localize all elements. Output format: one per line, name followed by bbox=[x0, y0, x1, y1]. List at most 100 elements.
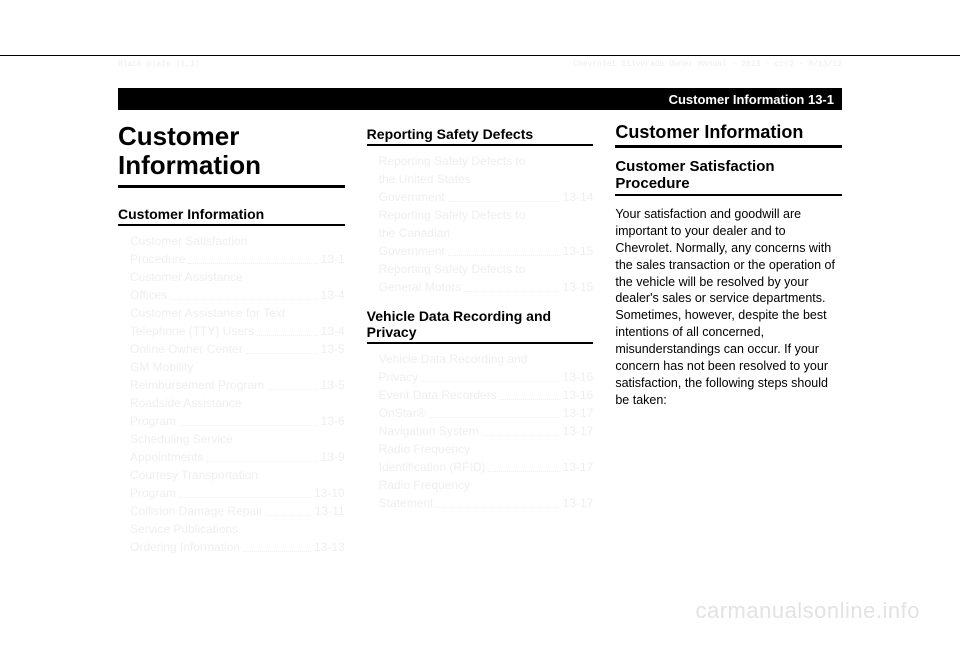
toc-row: Reporting Safety Defects to bbox=[367, 206, 594, 224]
toc-row: Program13-6 bbox=[118, 412, 345, 430]
toc-label: Privacy bbox=[379, 368, 418, 386]
header-line bbox=[0, 55, 960, 56]
toc-row: Appointments13-9 bbox=[118, 448, 345, 466]
toc-label: Reporting Safety Defects to bbox=[379, 152, 526, 170]
toc-dots bbox=[188, 250, 317, 264]
toc-row: Service Publications bbox=[118, 520, 345, 538]
toc-label: Telephone (TTY) Users bbox=[130, 322, 254, 340]
toc-dots bbox=[179, 484, 311, 498]
meta-right: Chevrolet Silverado Owner Manual - 2013 … bbox=[573, 60, 842, 69]
toc-page: 13-16 bbox=[563, 386, 594, 404]
toc-label: Vehicle Data Recording and bbox=[379, 350, 528, 368]
toc-row: Customer Satisfaction bbox=[118, 232, 345, 250]
toc-label: OnStar® bbox=[379, 404, 426, 422]
body-paragraph: Your satisfaction and goodwill are impor… bbox=[615, 206, 842, 409]
toc-page: 13-13 bbox=[314, 538, 345, 556]
toc-page: 13-4 bbox=[321, 322, 345, 340]
toc-label: Customer Satisfaction bbox=[130, 232, 247, 250]
toc-list-2b: Vehicle Data Recording andPrivacy13-16Ev… bbox=[367, 350, 594, 512]
toc-dots bbox=[482, 422, 560, 436]
content-area: Customer Information Customer Informatio… bbox=[118, 122, 842, 562]
toc-label: Procedure bbox=[130, 250, 185, 268]
toc-dots bbox=[257, 322, 318, 336]
toc-row: Courtesy Transportation bbox=[118, 466, 345, 484]
toc-label: Reporting Safety Defects to bbox=[379, 260, 526, 278]
toc-row: Program 13-10 bbox=[118, 484, 345, 502]
toc-label: Offices bbox=[130, 286, 167, 304]
toc-label: Collision Damage Repair bbox=[130, 502, 263, 520]
page-header-bar: Customer Information 13-1 bbox=[118, 88, 842, 110]
toc-label: Government bbox=[379, 188, 445, 206]
toc-page: 13-15 bbox=[563, 278, 594, 296]
column-3: Customer Information Customer Satisfacti… bbox=[615, 122, 842, 562]
toc-page: 13-10 bbox=[314, 484, 345, 502]
toc-row: Vehicle Data Recording and bbox=[367, 350, 594, 368]
toc-header-vehicle-data: Vehicle Data Recording and Privacy bbox=[367, 308, 594, 344]
toc-dots bbox=[206, 448, 317, 462]
toc-label: Courtesy Transportation bbox=[130, 466, 258, 484]
toc-header-safety-defects: Reporting Safety Defects bbox=[367, 126, 594, 146]
toc-page: 13-6 bbox=[321, 412, 345, 430]
toc-page: 13-17 bbox=[563, 422, 594, 440]
toc-dots bbox=[246, 340, 318, 354]
toc-row: Government 13-15 bbox=[367, 242, 594, 260]
toc-row: Statement 13-17 bbox=[367, 494, 594, 512]
toc-row: Navigation System13-17 bbox=[367, 422, 594, 440]
toc-label: Program bbox=[130, 484, 176, 502]
toc-page: 13-15 bbox=[563, 242, 594, 260]
toc-dots bbox=[267, 376, 318, 390]
toc-list-2a: Reporting Safety Defects tothe United St… bbox=[367, 152, 594, 296]
toc-list-1: Customer SatisfactionProcedure 13-1 Custom… bbox=[118, 232, 345, 556]
toc-page: 13-5 bbox=[321, 376, 345, 394]
toc-label: Event Data Recorders bbox=[379, 386, 497, 404]
chapter-title: Customer Information bbox=[118, 122, 345, 188]
subsection-title: Customer Satisfaction Procedure bbox=[615, 158, 842, 196]
toc-row: Radio Frequency bbox=[367, 440, 594, 458]
toc-row: Telephone (TTY) Users 13-4 bbox=[118, 322, 345, 340]
toc-row: Reporting Safety Defects to bbox=[367, 260, 594, 278]
toc-label: Customer Assistance bbox=[130, 268, 243, 286]
toc-row: Customer Assistance for Text bbox=[118, 304, 345, 322]
meta-left: Black plate (1,1) bbox=[118, 60, 200, 69]
toc-dots bbox=[448, 242, 560, 256]
toc-row: Ordering Information13-13 bbox=[118, 538, 345, 556]
toc-dots bbox=[448, 188, 560, 202]
toc-page: 13-17 bbox=[563, 494, 594, 512]
toc-label: Online Owner Center bbox=[130, 340, 243, 358]
toc-header-customer-info: Customer Information bbox=[118, 206, 345, 226]
toc-label: General Motors bbox=[379, 278, 462, 296]
toc-label: Customer Assistance for Text bbox=[130, 304, 285, 322]
toc-row: Identification (RFID) 13-17 bbox=[367, 458, 594, 476]
toc-row: the United States bbox=[367, 170, 594, 188]
toc-row: Reimbursement Program13-5 bbox=[118, 376, 345, 394]
toc-label: Reporting Safety Defects to bbox=[379, 206, 526, 224]
watermark: carmanualsonline.info bbox=[695, 598, 920, 624]
toc-row: GM Mobility bbox=[118, 358, 345, 376]
toc-row: Online Owner Center13-5 bbox=[118, 340, 345, 358]
toc-dots bbox=[179, 412, 318, 426]
toc-label: GM Mobility bbox=[130, 358, 193, 376]
toc-label: the United States bbox=[379, 170, 471, 188]
column-1: Customer Information Customer Informatio… bbox=[118, 122, 345, 562]
toc-dots bbox=[170, 286, 318, 300]
toc-label: Statement bbox=[379, 494, 434, 512]
toc-page: 13-1 bbox=[321, 250, 345, 268]
toc-row: Customer Assistance bbox=[118, 268, 345, 286]
toc-row: Reporting Safety Defects to bbox=[367, 152, 594, 170]
toc-label: Scheduling Service bbox=[130, 430, 233, 448]
toc-row: Radio Frequency bbox=[367, 476, 594, 494]
toc-page: 13-11 bbox=[315, 502, 345, 520]
toc-row: Privacy13-16 bbox=[367, 368, 594, 386]
toc-row: the Canadian bbox=[367, 224, 594, 242]
toc-dots bbox=[464, 278, 559, 292]
toc-row: OnStar®13-17 bbox=[367, 404, 594, 422]
toc-label: Identification (RFID) bbox=[379, 458, 486, 476]
toc-label: Government bbox=[379, 242, 445, 260]
toc-page: 13-17 bbox=[563, 458, 594, 476]
toc-row: Procedure 13-1 bbox=[118, 250, 345, 268]
toc-row: Roadside Assistance bbox=[118, 394, 345, 412]
toc-label: Appointments bbox=[130, 448, 203, 466]
toc-dots bbox=[266, 502, 312, 516]
toc-row: Collision Damage Repair 13-11 bbox=[118, 502, 345, 520]
toc-dots bbox=[429, 404, 560, 418]
